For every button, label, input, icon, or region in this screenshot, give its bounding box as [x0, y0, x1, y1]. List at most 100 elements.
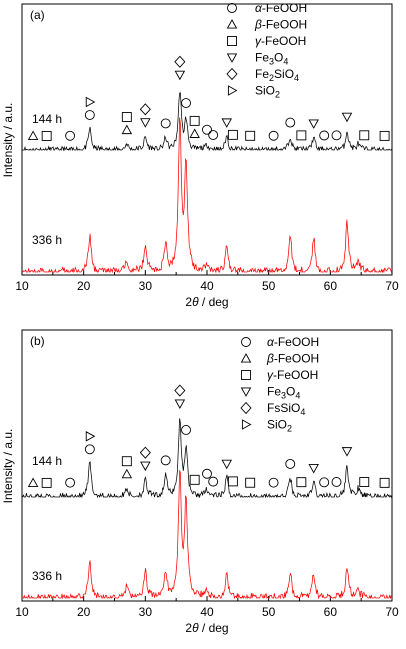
phase-marker-triangle — [27, 477, 39, 487]
xrd-panel-a: 10 20 30 40 50 60 70 2θ / deg Intensity / a.u. (a… — [1, 1, 399, 309]
legend-symbol-tri-down — [240, 387, 252, 397]
x-tick-label: 50 — [262, 605, 276, 619]
legend-label: FsSiO4 — [267, 401, 305, 417]
legend-label: α-FeOOH — [267, 335, 319, 349]
phase-marker-tri-down — [308, 464, 319, 474]
phase-marker-circle — [208, 130, 219, 141]
phase-marker-circle — [319, 130, 330, 141]
phase-marker-circle — [65, 130, 76, 141]
legend-label: γ-FeOOH — [267, 368, 318, 382]
series-label: 144 h — [32, 112, 62, 126]
phase-marker-square — [296, 130, 307, 141]
x-tick-label: 60 — [324, 605, 338, 619]
phase-marker-circle — [331, 477, 342, 487]
phase-marker-square — [245, 130, 256, 141]
legend-symbol-tri-right — [241, 419, 252, 430]
phase-marker-square — [296, 477, 307, 488]
phase-marker-square — [121, 456, 132, 467]
phase-marker-circle — [202, 468, 212, 479]
y-axis-label: Intensity / a.u. — [1, 429, 15, 504]
legend-label: α-FeOOH — [255, 1, 307, 15]
phase-marker-square — [359, 130, 370, 141]
phase-marker-tri-down — [140, 461, 151, 472]
legend-label: β-FeOOH — [266, 352, 319, 366]
phase-marker-square — [379, 477, 390, 488]
x-tick-label: 40 — [200, 279, 214, 293]
phase-marker-square — [189, 115, 200, 126]
phase-marker-circle — [268, 477, 279, 488]
x-tick-label: 40 — [200, 605, 214, 619]
series-label: 336 h — [32, 569, 62, 583]
legend-symbol-diamond — [226, 67, 238, 81]
phase-marker-circle — [208, 476, 219, 487]
legend-symbol-triangle — [226, 19, 238, 29]
legend-symbol-circle — [227, 3, 237, 13]
phase-marker-triangle — [189, 128, 200, 138]
phase-marker-circle — [202, 124, 212, 135]
phase-marker-square — [379, 130, 390, 141]
x-axis-label: 2θ / deg — [185, 621, 228, 635]
plot-frame — [21, 329, 393, 602]
series-label: 144 h — [32, 454, 62, 468]
series-label: 336 h — [32, 233, 62, 247]
phase-marker-square — [41, 130, 52, 141]
series-line — [21, 418, 393, 499]
phase-marker-diamond — [174, 55, 186, 68]
legend-symbol-circle — [241, 337, 251, 347]
series-line — [22, 117, 393, 274]
x-tick-label: 70 — [385, 279, 399, 293]
phase-marker-circle — [65, 477, 76, 488]
legend-label: Fe2SiO4 — [255, 67, 299, 83]
legend-label: β-FeOOH — [254, 18, 307, 32]
phase-marker-tri-down — [341, 447, 353, 457]
x-tick-label: 30 — [139, 279, 153, 293]
x-tick-label: 10 — [15, 279, 29, 293]
phase-marker-circle — [319, 477, 330, 488]
phase-marker-tri-right — [85, 96, 96, 108]
phase-marker-triangle — [27, 130, 39, 141]
series-line — [22, 92, 393, 152]
phase-marker-tri-down — [221, 118, 232, 128]
x-tick-label: 60 — [324, 279, 338, 293]
legend-symbol-diamond — [240, 401, 252, 415]
phase-marker-square — [189, 474, 200, 485]
legend-label: SiO2 — [255, 84, 280, 100]
phase-marker-tri-down — [174, 399, 186, 409]
x-axis-label: 2θ / deg — [185, 295, 228, 309]
phase-marker-circle — [160, 455, 171, 466]
y-axis-label: Intensity / a.u. — [1, 103, 15, 178]
phase-marker-diamond — [139, 103, 151, 116]
phase-marker-circle — [84, 444, 95, 455]
phase-marker-tri-down — [308, 119, 319, 129]
phase-marker-circle — [181, 425, 191, 435]
phase-marker-square — [227, 476, 238, 487]
legend-symbol-tri-down — [226, 53, 238, 63]
phase-marker-square — [245, 477, 256, 488]
panel-label: (b) — [30, 334, 45, 348]
xrd-panel-b: 10 20 30 40 50 60 70 2θ / deg Intensity / a.u. (b… — [1, 329, 399, 635]
phase-marker-triangle — [121, 124, 133, 135]
phase-marker-circle — [268, 130, 279, 141]
phase-marker-circle — [181, 98, 191, 108]
phase-marker-diamond — [139, 446, 151, 459]
panel-label: (a) — [30, 8, 45, 22]
phase-marker-square — [359, 477, 370, 487]
x-tick-label: 50 — [262, 279, 276, 293]
x-tick-label: 20 — [77, 605, 91, 619]
phase-marker-square — [121, 112, 132, 122]
series-line — [22, 470, 393, 600]
phase-marker-circle — [285, 117, 296, 128]
legend-label: γ-FeOOH — [255, 34, 306, 48]
x-tick-label: 30 — [139, 605, 153, 619]
phase-marker-triangle — [121, 468, 133, 479]
phase-marker-tri-down — [341, 112, 353, 123]
phase-marker-circle — [84, 110, 95, 120]
phase-marker-tri-down — [140, 118, 151, 128]
legend-label: SiO2 — [267, 418, 292, 434]
legend-symbol-triangle — [240, 353, 252, 363]
legend-label: Fe3O4 — [267, 385, 300, 401]
legend-symbol-tri-right — [227, 85, 238, 96]
phase-marker-circle — [160, 118, 171, 129]
phase-marker-tri-down — [174, 70, 186, 81]
